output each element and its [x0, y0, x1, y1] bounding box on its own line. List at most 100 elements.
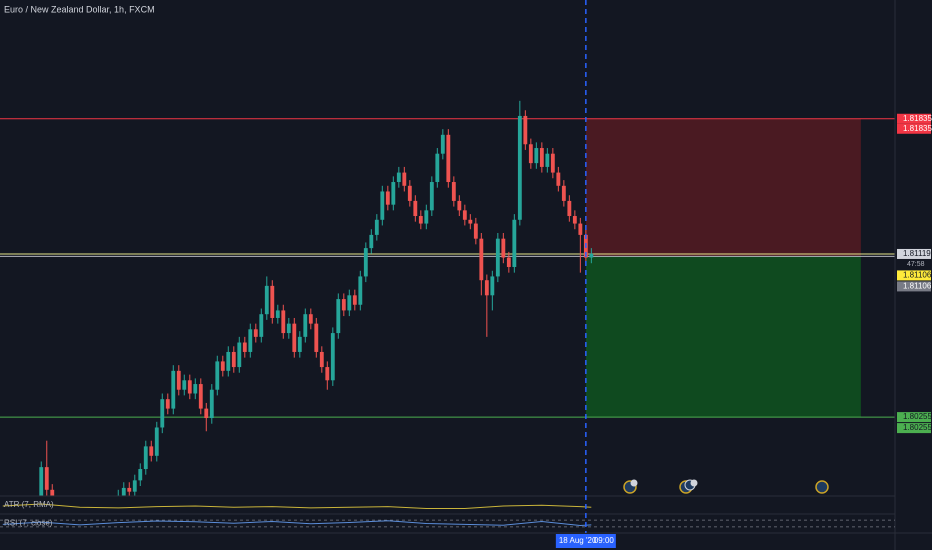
stop-zone — [585, 118, 861, 257]
candle-body — [336, 299, 341, 334]
main-pane — [0, 100, 895, 496]
candle-body — [160, 399, 165, 428]
candle-body — [550, 153, 555, 173]
candle-body — [479, 238, 484, 281]
candle-body — [187, 380, 192, 394]
candle-body — [495, 238, 500, 277]
candle-body — [154, 427, 159, 456]
target-zone — [585, 256, 861, 418]
candle-body — [50, 489, 55, 496]
candle-body — [490, 276, 495, 296]
candle-body — [325, 367, 330, 381]
candle-body — [270, 285, 275, 318]
indicator-name: ATR (7, RMA) — [4, 500, 54, 509]
price-label: 1.80255 — [903, 423, 932, 432]
candle-body — [391, 182, 396, 205]
candle-body — [182, 380, 187, 390]
candle-body — [440, 134, 445, 154]
candle-body — [369, 234, 374, 249]
price-label: 1.80255 — [903, 412, 932, 421]
price-label-bg — [897, 270, 931, 281]
candle-body — [539, 148, 544, 167]
candle-body — [39, 467, 44, 496]
candle-body — [534, 148, 539, 164]
candle-body — [418, 216, 423, 224]
candle-body — [380, 191, 385, 220]
candle-body — [385, 191, 390, 205]
candle-body — [171, 370, 176, 409]
event-icon[interactable] — [815, 480, 829, 494]
candle-body — [132, 480, 137, 492]
candle-body — [556, 172, 561, 186]
candle-body — [407, 185, 412, 201]
price-label-bg — [897, 113, 931, 124]
candle-body — [176, 370, 181, 390]
candle-body — [281, 310, 286, 334]
candle-body — [286, 323, 291, 334]
candle-body — [567, 200, 572, 217]
candle-body — [264, 285, 269, 315]
indicator-line — [2, 520, 592, 527]
candle-body — [248, 329, 253, 352]
candle-body — [506, 257, 511, 267]
countdown: 47:58 — [907, 261, 925, 268]
candle-body — [528, 144, 533, 164]
candle-body — [193, 384, 198, 394]
price-label-bg — [897, 123, 931, 134]
candle-body — [314, 323, 319, 352]
candle-body — [330, 333, 335, 381]
candle-body — [523, 115, 528, 145]
candle-body — [545, 153, 550, 167]
indicator-name: RSI (7, close) — [4, 519, 53, 528]
candle-body — [352, 295, 357, 305]
candle-body — [396, 172, 401, 183]
event-icon[interactable] — [690, 479, 698, 487]
candle-body — [578, 223, 583, 235]
candle-body — [501, 238, 506, 258]
price-label-bg — [897, 412, 931, 423]
candle-body — [297, 336, 302, 352]
crosshair-date: 18 Aug '20 — [559, 536, 597, 545]
candle-body — [231, 351, 236, 368]
candle-body — [424, 210, 429, 224]
price-label-bg — [897, 248, 931, 259]
candle-body — [275, 310, 280, 318]
candle-body — [341, 299, 346, 311]
price-label: 1.81119 — [903, 249, 931, 258]
event-icon[interactable] — [630, 479, 638, 487]
event-icons — [623, 479, 829, 494]
price-label: 1.81106 — [903, 271, 932, 280]
price-label: 1.81835 — [903, 114, 932, 123]
candle-body — [149, 446, 154, 456]
candle-body — [198, 384, 203, 409]
crosshair-time: 09:00 — [594, 536, 615, 545]
candle-body — [446, 134, 451, 183]
candle-body — [292, 323, 297, 352]
candle-body — [204, 408, 209, 419]
price-label: 1.81106 — [903, 282, 932, 291]
candle-body — [165, 399, 170, 409]
candle-body — [220, 361, 225, 371]
price-label-bg — [897, 281, 931, 292]
candle-body — [44, 467, 49, 490]
candle-body — [143, 446, 148, 470]
candle-body — [138, 469, 143, 481]
candle-body — [259, 314, 264, 337]
candle-body — [374, 219, 379, 235]
candle-body — [121, 487, 126, 496]
candle-body — [303, 314, 308, 337]
candle-body — [402, 172, 407, 186]
candle-body — [462, 210, 467, 220]
candle-body — [209, 389, 214, 419]
candle-body — [237, 342, 242, 368]
candle-body — [363, 248, 368, 277]
candle-body — [347, 295, 352, 311]
candle-body — [226, 351, 231, 371]
candle-body — [572, 216, 577, 224]
candle-body — [512, 219, 517, 267]
candle-body — [127, 487, 132, 492]
candle-body — [517, 115, 522, 220]
indicators: ATR (7, RMA) RSI (7, close) — [0, 500, 895, 528]
candle-body — [308, 314, 313, 324]
